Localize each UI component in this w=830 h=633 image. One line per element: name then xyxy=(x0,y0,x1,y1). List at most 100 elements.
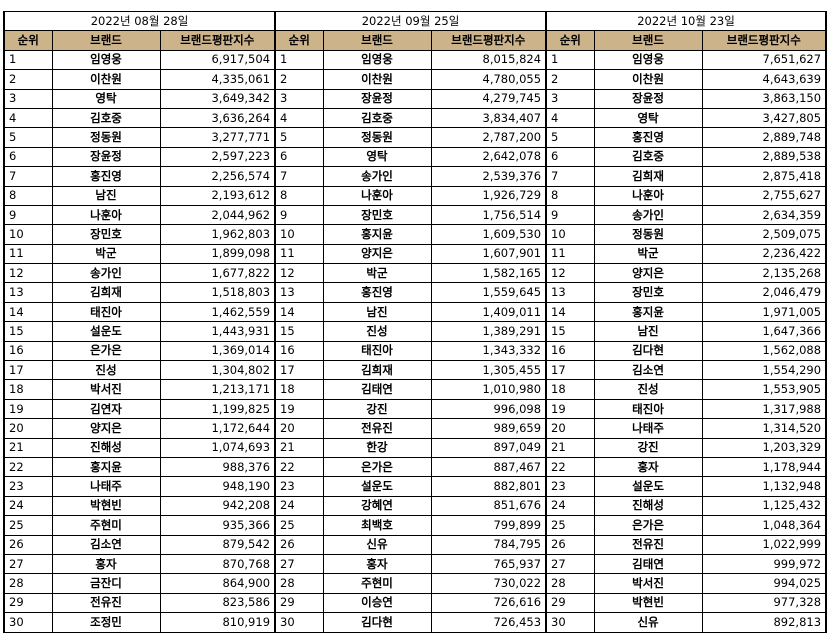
reputation-index-cell: 1,048,364 xyxy=(701,515,828,536)
brand-name-cell: 영탁 xyxy=(322,146,432,168)
reputation-index-cell: 1,562,088 xyxy=(701,340,828,362)
table-row: 4 김호중 3,636,264 4 김호중 3,834,407 4 영탁 3,427,805 xyxy=(3,107,828,129)
rank-cell: 30 xyxy=(545,612,595,633)
rank-cell: 2 xyxy=(3,69,53,90)
reputation-index-cell: 1,443,931 xyxy=(159,321,277,342)
reputation-index-cell: 1,409,011 xyxy=(430,301,548,323)
rank-cell: 1 xyxy=(545,49,595,71)
table-row: 12 송가인 1,677,822 12 박군 1,582,165 12 양지은 2,135,26… xyxy=(3,263,828,284)
rank-cell: 13 xyxy=(545,282,595,303)
rank-cell: 25 xyxy=(545,515,595,536)
rank-cell: 28 xyxy=(3,573,53,594)
rank-cell: 24 xyxy=(3,495,53,517)
period-date-2: 2022년 09월 25일 xyxy=(274,10,548,32)
reputation-index-cell: 935,366 xyxy=(159,515,277,536)
reputation-index-cell: 7,651,627 xyxy=(701,49,828,71)
period-date-3: 2022년 10월 23일 xyxy=(545,10,828,32)
rank-cell: 6 xyxy=(545,146,595,168)
reputation-index-cell: 4,335,061 xyxy=(159,69,277,90)
brand-name-cell: 양지은 xyxy=(593,263,703,284)
brand-name-cell: 나태주 xyxy=(593,418,703,439)
rank-cell: 4 xyxy=(545,107,595,129)
reputation-index-cell: 1,962,803 xyxy=(159,224,277,245)
reputation-index-cell: 1,582,165 xyxy=(430,263,548,284)
reputation-index-cell: 864,900 xyxy=(159,573,277,594)
reputation-index-cell: 1,213,171 xyxy=(159,379,277,400)
rank-cell: 24 xyxy=(274,495,324,517)
table-row: 19 김연자 1,199,825 19 강진 996,098 19 태진아 1,317,988 xyxy=(3,398,828,420)
brand-name-cell: 강진 xyxy=(322,398,432,420)
brand-name-cell: 전유진 xyxy=(322,418,432,439)
brand-name-cell: 태진아 xyxy=(322,340,432,362)
brand-name-cell: 은가은 xyxy=(322,456,432,478)
table-row: 1 임영웅 6,917,504 1 임영웅 8,015,824 1 임영웅 7,651,627 xyxy=(3,49,828,71)
reputation-index-cell: 879,542 xyxy=(159,534,277,555)
brand-name-cell: 장민호 xyxy=(322,204,432,226)
brand-name-cell: 최백호 xyxy=(322,515,432,536)
reputation-index-cell: 1,926,729 xyxy=(430,185,548,206)
rank-cell: 11 xyxy=(545,243,595,265)
brand-name-cell: 임영웅 xyxy=(593,49,703,71)
rank-cell: 16 xyxy=(545,340,595,362)
brand-name-cell: 홍진영 xyxy=(322,282,432,303)
brand-name-cell: 정동원 xyxy=(322,127,432,148)
brand-name-cell: 태진아 xyxy=(593,398,703,420)
rank-cell: 11 xyxy=(3,243,53,265)
rank-cell: 15 xyxy=(3,321,53,342)
reputation-index-cell: 2,509,075 xyxy=(701,224,828,245)
reputation-index-cell: 1,559,645 xyxy=(430,282,548,303)
brand-name-cell: 김희재 xyxy=(51,282,161,303)
rank-cell: 22 xyxy=(274,456,324,478)
rank-cell: 28 xyxy=(545,573,595,594)
rank-cell: 29 xyxy=(3,592,53,614)
brand-name-cell: 김호중 xyxy=(593,146,703,168)
brand-name-cell: 홍지윤 xyxy=(51,456,161,478)
rank-cell: 17 xyxy=(3,360,53,381)
brand-name-cell: 태진아 xyxy=(51,301,161,323)
brand-name-cell: 진해성 xyxy=(593,495,703,517)
brand-name-cell: 박현빈 xyxy=(593,592,703,614)
brand-name-cell: 주현미 xyxy=(322,573,432,594)
brand-name-cell: 홍지윤 xyxy=(593,301,703,323)
reputation-index-cell: 2,044,962 xyxy=(159,204,277,226)
reputation-index-cell: 2,236,422 xyxy=(701,243,828,265)
reputation-index-cell: 1,677,822 xyxy=(159,263,277,284)
brand-name-cell: 진성 xyxy=(593,379,703,400)
brand-name-cell: 김다현 xyxy=(322,612,432,633)
brand-name-cell: 양지은 xyxy=(322,243,432,265)
table-row: 23 나태주 948,190 23 설운도 882,801 23 설운도 1,132,948 xyxy=(3,476,828,497)
brand-name-cell: 홍자 xyxy=(51,553,161,575)
reputation-index-cell: 1,518,803 xyxy=(159,282,277,303)
brand-name-cell: 송가인 xyxy=(51,263,161,284)
table-row: 30 조정민 810,919 30 김다현 726,453 30 신유 892,813 xyxy=(3,612,828,633)
reputation-index-cell: 1,178,944 xyxy=(701,456,828,478)
rank-cell: 9 xyxy=(545,204,595,226)
brand-name-cell: 김연자 xyxy=(51,398,161,420)
reputation-index-cell: 1,125,432 xyxy=(701,495,828,517)
table-row: 5 정동원 3,277,771 5 정동원 2,787,200 5 홍진영 2,889,748 xyxy=(3,127,828,148)
table-row: 11 박군 1,899,098 11 양지은 1,607,901 11 박군 2,236,422 xyxy=(3,243,828,265)
brand-header: 브랜드 xyxy=(51,30,161,51)
rank-cell: 21 xyxy=(3,437,53,458)
column-header-row: 순위 브랜드 브랜드평판지수 순위 브랜드 브랜드평판지수 순위 브랜드 브랜드평판지수 xyxy=(3,30,828,51)
rank-cell: 19 xyxy=(274,398,324,420)
brand-name-cell: 김소연 xyxy=(593,360,703,381)
table-row: 29 전유진 823,586 29 이승연 726,616 29 박현빈 977,328 xyxy=(3,592,828,614)
brand-name-cell: 김호중 xyxy=(51,107,161,129)
rank-cell: 22 xyxy=(545,456,595,478)
rank-cell: 6 xyxy=(3,146,53,168)
reputation-index-cell: 730,022 xyxy=(430,573,548,594)
rank-cell: 10 xyxy=(545,224,595,245)
rank-cell: 15 xyxy=(545,321,595,342)
brand-name-cell: 홍지윤 xyxy=(322,224,432,245)
rank-cell: 18 xyxy=(3,379,53,400)
rank-cell: 14 xyxy=(3,301,53,323)
brand-name-cell: 이승연 xyxy=(322,592,432,614)
reputation-index-cell: 1,899,098 xyxy=(159,243,277,265)
reputation-index-cell: 1,305,455 xyxy=(430,360,548,381)
brand-name-cell: 은가은 xyxy=(51,340,161,362)
brand-name-cell: 은가은 xyxy=(593,515,703,536)
reputation-index-cell: 2,193,612 xyxy=(159,185,277,206)
brand-name-cell: 장민호 xyxy=(593,282,703,303)
index-header: 브랜드평판지수 xyxy=(159,30,277,51)
